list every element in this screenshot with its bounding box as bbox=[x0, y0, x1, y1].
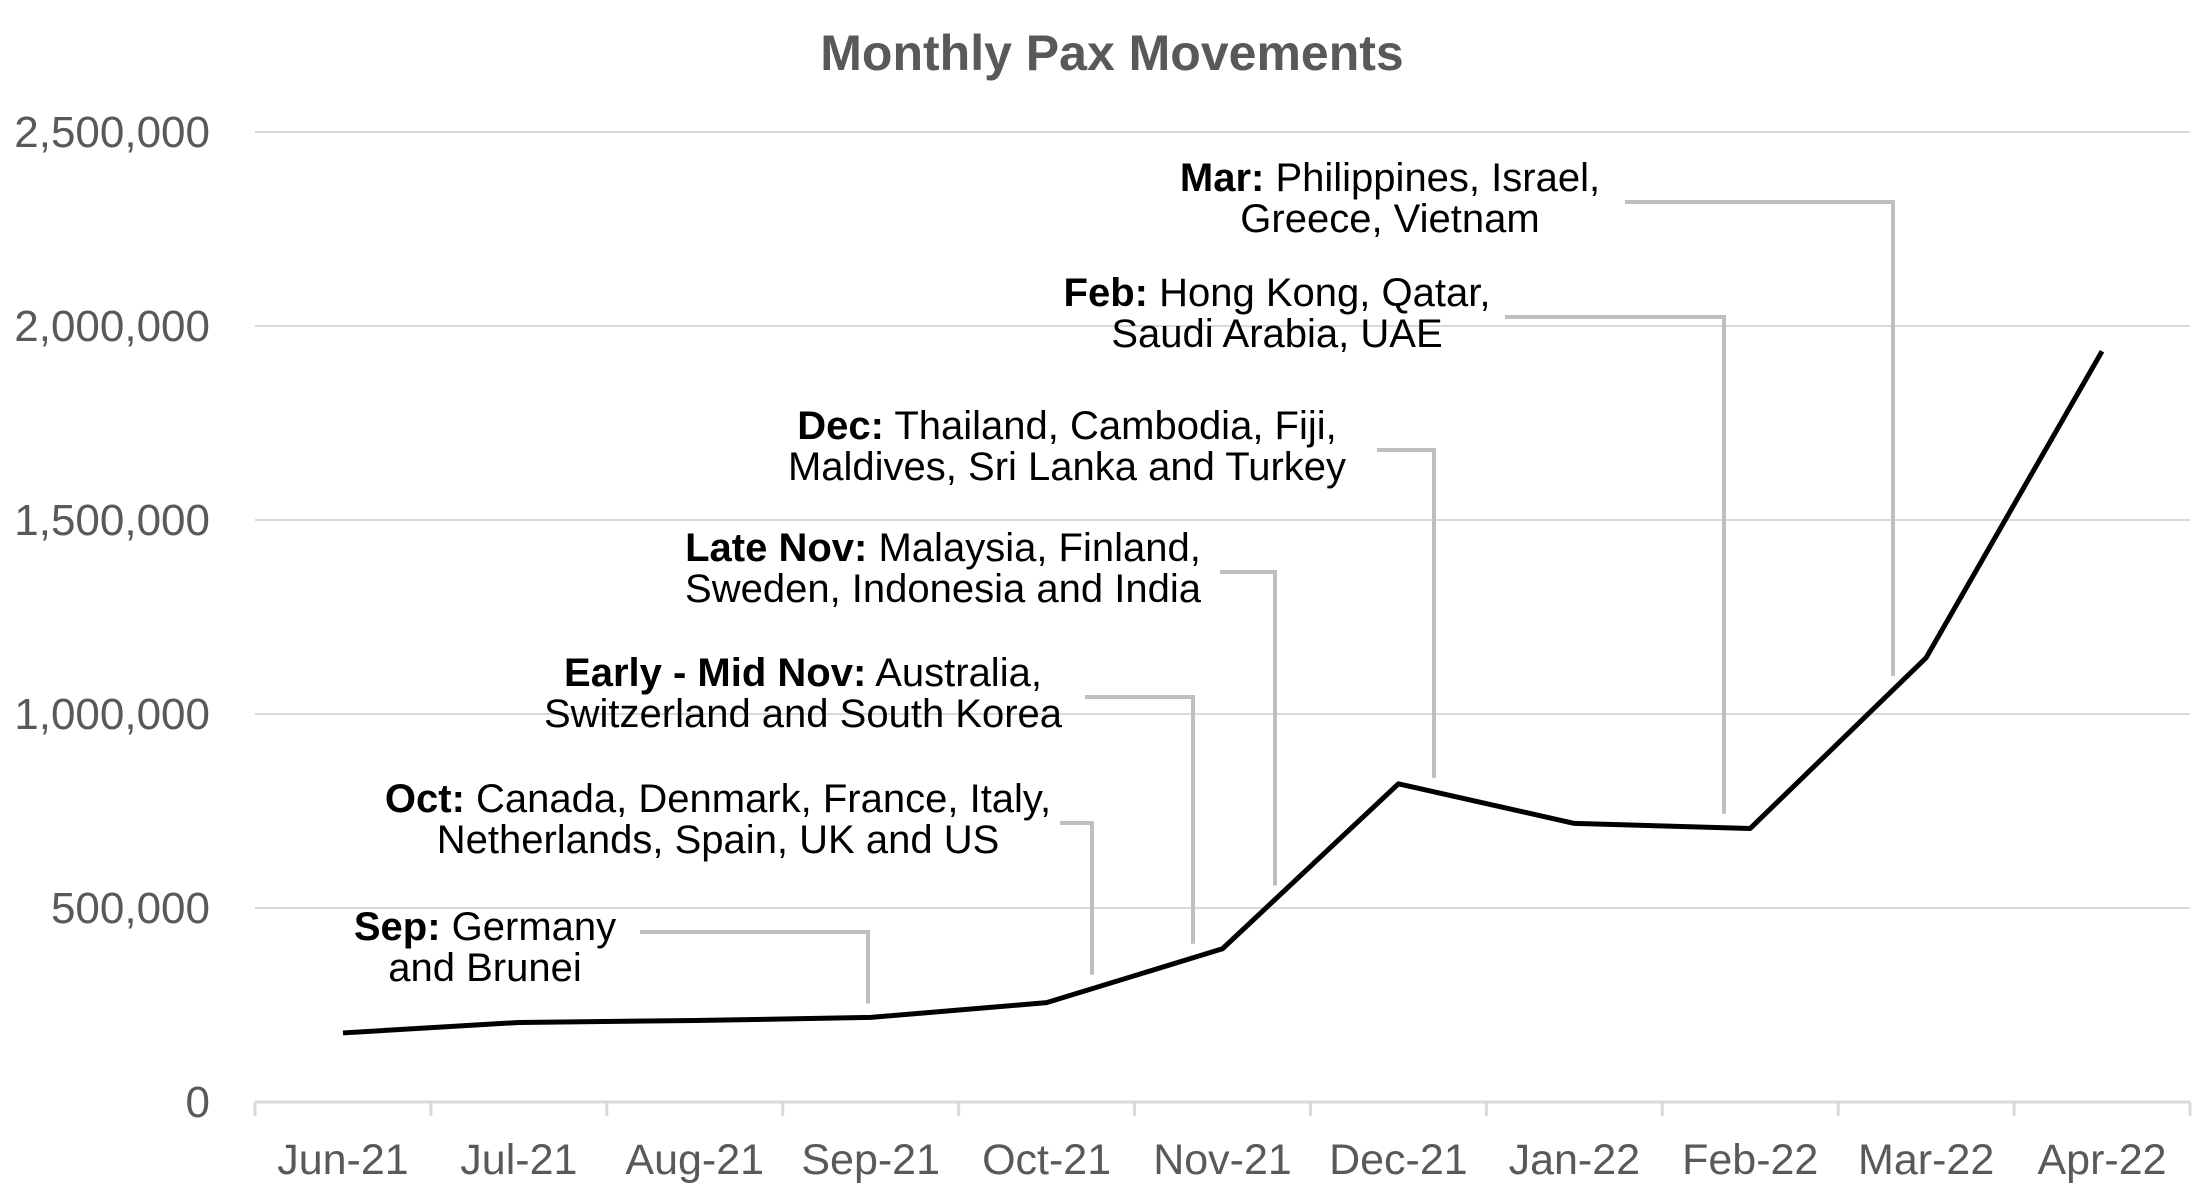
annotation-leader-line bbox=[1625, 200, 1895, 676]
annotation-countries: Thailand, Cambodia, Fiji, bbox=[884, 404, 1337, 448]
x-tick-label: Sep-21 bbox=[801, 1136, 940, 1184]
annotation-period: Feb: bbox=[1064, 271, 1148, 315]
annotation-leader-line bbox=[1220, 570, 1277, 886]
y-tick-label: 2,500,000 bbox=[14, 108, 210, 157]
annotation-line-2: Greece, Vietnam bbox=[1240, 197, 1539, 241]
annotation-period: Early - Mid Nov: bbox=[564, 651, 866, 695]
x-tick-label: Oct-21 bbox=[982, 1136, 1111, 1184]
annotation-line-2: and Brunei bbox=[388, 946, 581, 990]
x-tick-label: Aug-21 bbox=[625, 1136, 764, 1184]
chart-title: Monthly Pax Movements bbox=[820, 25, 1403, 81]
annotation-line-1: Oct: Canada, Denmark, France, Italy, bbox=[385, 777, 1051, 821]
annotation-line-2: Maldives, Sri Lanka and Turkey bbox=[788, 445, 1346, 489]
series-lines bbox=[342, 349, 2105, 1036]
x-tick-label: Nov-21 bbox=[1153, 1136, 1292, 1184]
annotation-period: Mar: bbox=[1180, 156, 1264, 200]
annotation-countries: Hong Kong, Qatar, bbox=[1148, 271, 1490, 315]
annotation-countries: Philippines, Israel, bbox=[1264, 156, 1600, 200]
annotation-line-2: Netherlands, Spain, UK and US bbox=[437, 818, 1000, 862]
annotation-countries: Germany bbox=[441, 905, 617, 949]
y-tick-label: 2,000,000 bbox=[14, 302, 210, 351]
annotation-leaders bbox=[640, 200, 1895, 1004]
annotation-line-1: Sep: Germany bbox=[354, 905, 616, 949]
x-tick-label: Feb-22 bbox=[1682, 1136, 1818, 1184]
annotation-period: Oct: bbox=[385, 777, 465, 821]
annotation-countries: Australia, bbox=[866, 651, 1042, 695]
annotation-countries: Canada, Denmark, France, Italy, bbox=[465, 777, 1051, 821]
series-line bbox=[342, 349, 2105, 1036]
annotation-line-2: Saudi Arabia, UAE bbox=[1111, 312, 1442, 356]
annotation-leader-line bbox=[1060, 821, 1094, 975]
annotation-line-1: Mar: Philippines, Israel, bbox=[1180, 156, 1600, 200]
y-tick-label: 0 bbox=[186, 1078, 210, 1127]
x-axis: Jun-21 Jul-21 Aug-21 Sep-21 Oct-21 Nov-21 Dec-… bbox=[253, 1100, 2192, 1184]
annotation-leader-line bbox=[1505, 315, 1726, 814]
annotation-line-1: Late Nov: Malaysia, Finland, bbox=[685, 526, 1201, 570]
annotation-countries: Malaysia, Finland, bbox=[867, 526, 1200, 570]
annotation-leader-line bbox=[640, 930, 870, 1004]
x-tick-label: Apr-22 bbox=[2038, 1136, 2167, 1184]
annotation-period: Late Nov: bbox=[685, 526, 867, 570]
x-tick-label: Jan-22 bbox=[1509, 1136, 1640, 1184]
y-tick-label: 500,000 bbox=[51, 884, 210, 933]
annotation-period: Dec: bbox=[797, 404, 884, 448]
y-tick-label: 1,000,000 bbox=[14, 690, 210, 739]
annotation-line-1: Feb: Hong Kong, Qatar, bbox=[1064, 271, 1491, 315]
x-tick-label: Mar-22 bbox=[1858, 1136, 1994, 1184]
annotation-line-1: Dec: Thailand, Cambodia, Fiji, bbox=[797, 404, 1337, 448]
annotation-leader-line bbox=[1085, 695, 1195, 944]
annotation-leader-line bbox=[1377, 448, 1436, 778]
y-tick-label: 1,500,000 bbox=[14, 496, 210, 545]
annotation-period: Sep: bbox=[354, 905, 441, 949]
annotation-line-1: Early - Mid Nov: Australia, bbox=[564, 651, 1042, 695]
x-tick-label: Jul-21 bbox=[460, 1136, 577, 1184]
annotation-line-2: Switzerland and South Korea bbox=[544, 692, 1063, 736]
x-tick-label: Jun-21 bbox=[277, 1136, 408, 1184]
annotation-line-2: Sweden, Indonesia and India bbox=[685, 567, 1202, 611]
x-tick-label: Dec-21 bbox=[1329, 1136, 1468, 1184]
y-axis-tick-labels: 0 500,000 1,000,000 1,500,000 2,000,000 2,500… bbox=[14, 108, 210, 1127]
